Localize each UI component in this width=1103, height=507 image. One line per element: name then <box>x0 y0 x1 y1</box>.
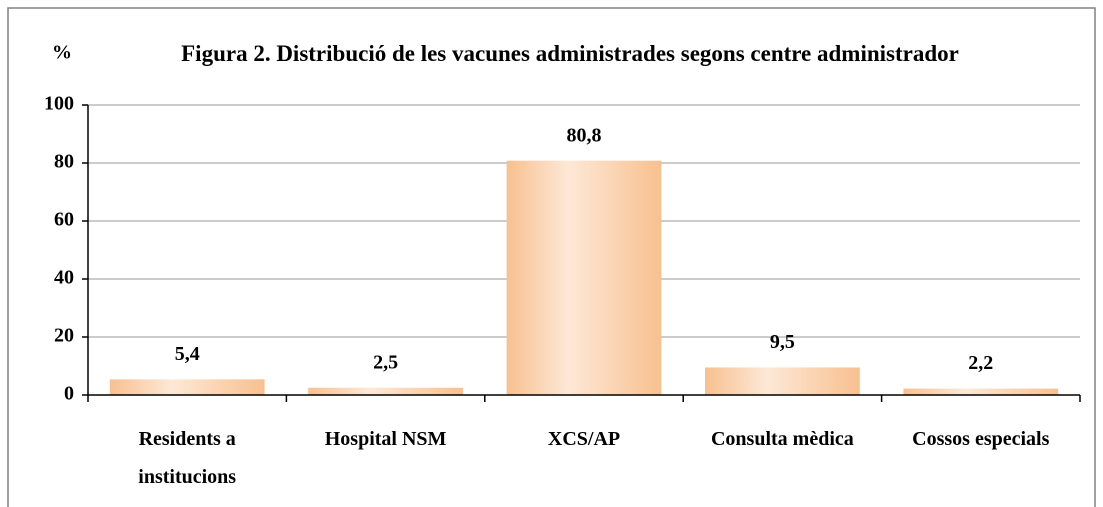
value-label: 9,5 <box>770 331 795 353</box>
y-tick-label: 80 <box>54 151 74 173</box>
bar <box>903 388 1059 395</box>
bar <box>308 387 463 395</box>
y-tick-label: 0 <box>64 383 74 405</box>
chart-title: Figura 2. Distribució de les vacunes adm… <box>181 41 959 66</box>
y-tick-label: 20 <box>54 325 74 347</box>
value-label: 5,4 <box>175 343 200 365</box>
x-tick-label: Cossos especials <box>912 428 1050 450</box>
x-tick-label: XCS/AP <box>547 428 621 450</box>
frame <box>7 7 1096 507</box>
value-label: 2,5 <box>373 351 398 373</box>
x-tick-label: Residents a institucions <box>138 428 237 488</box>
value-label: 80,8 <box>567 124 602 146</box>
bar <box>109 379 265 395</box>
value-label: 2,2 <box>968 352 993 374</box>
y-axis-label: % <box>52 42 72 64</box>
x-tick-label: Hospital NSM <box>324 428 447 450</box>
bar <box>705 367 860 395</box>
y-tick-label: 100 <box>44 93 74 115</box>
y-tick-label: 60 <box>54 209 74 231</box>
bar <box>506 160 662 395</box>
y-tick-label: 40 <box>54 267 74 289</box>
x-tick-label: Consulta mèdica <box>710 428 854 450</box>
